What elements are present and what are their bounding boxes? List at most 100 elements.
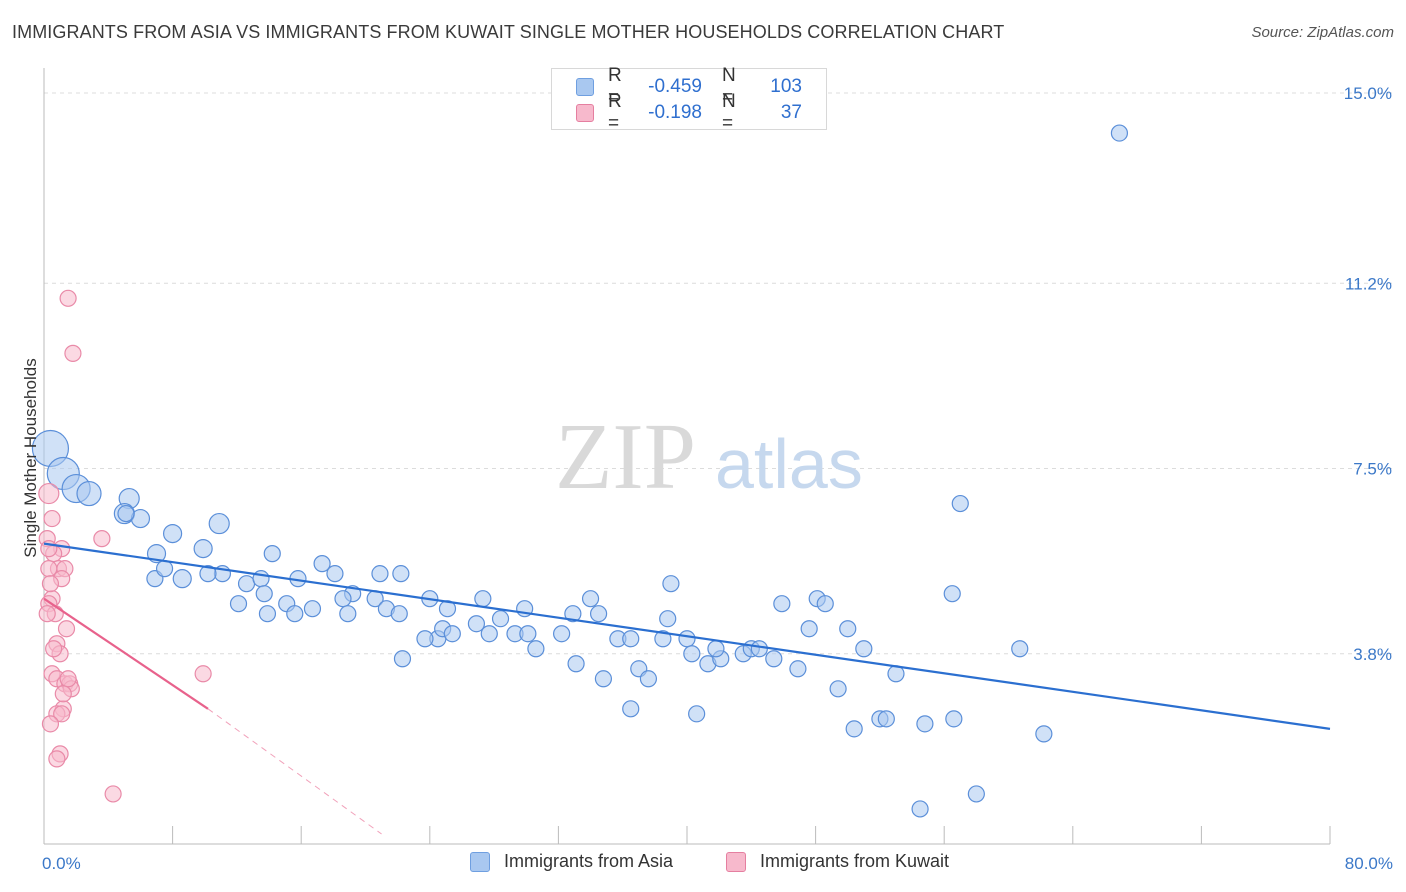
- asia-point: [662, 575, 680, 593]
- asia-point: [237, 575, 256, 593]
- legend-item-kuwait[interactable]: Immigrants from Kuwait: [726, 851, 949, 872]
- kuwait-point: [45, 640, 63, 658]
- y-tick-label: 11.2%: [1345, 274, 1392, 293]
- asia-point: [392, 565, 410, 583]
- asia-point: [773, 595, 791, 613]
- asia-point: [845, 720, 863, 738]
- legend-r-value: -0.459: [648, 76, 702, 97]
- asia-point: [967, 785, 985, 803]
- asia-point: [326, 565, 344, 583]
- asia-point: [659, 610, 677, 628]
- asia-point: [303, 600, 322, 618]
- asia-point: [877, 710, 895, 728]
- asia-point: [589, 605, 608, 623]
- asia-point: [193, 539, 213, 559]
- legend-r-label: R =: [608, 65, 622, 108]
- asia-point: [467, 615, 486, 633]
- asia-point: [839, 620, 857, 638]
- asia-point: [678, 630, 696, 648]
- kuwait-point: [53, 705, 71, 723]
- y-tick-label: 15.0%: [1344, 84, 1392, 103]
- kuwait-point: [104, 785, 122, 803]
- series-legend: Immigrants from Asia Immigrants from Kuw…: [0, 851, 1406, 877]
- asia-point: [1035, 725, 1053, 743]
- data-points: [31, 124, 1129, 818]
- asia-point: [951, 494, 969, 513]
- kuwait-point: [54, 685, 72, 703]
- kuwait-point: [40, 540, 58, 558]
- watermark-atlas: atlas: [715, 425, 863, 503]
- kuwait-point: [59, 289, 77, 307]
- asia-point: [564, 605, 582, 623]
- watermark: ZIP atlas: [555, 405, 863, 509]
- asia-point: [654, 630, 672, 648]
- asia-point: [155, 560, 174, 578]
- legend-item-asia[interactable]: Immigrants from Asia: [470, 851, 673, 872]
- asia-point: [567, 655, 585, 673]
- kuwait-point: [48, 750, 66, 768]
- kuwait-point: [43, 509, 61, 528]
- asia-point: [1110, 124, 1129, 142]
- gridlines: [44, 92, 1392, 655]
- asia-trend-line: [43, 542, 1331, 730]
- kuwait-point: [41, 575, 60, 593]
- asia-point: [581, 590, 600, 608]
- asia-point: [622, 630, 640, 648]
- asia-point: [286, 605, 304, 623]
- asia-point: [594, 670, 613, 688]
- asia-point: [390, 605, 408, 623]
- asia-point: [163, 523, 183, 544]
- asia-point: [519, 625, 537, 643]
- y-axis-label: Single Mother Households: [21, 358, 40, 557]
- correlation-legend: R = -0.459 N = 103 R = -0.198 N = 37: [551, 65, 827, 134]
- legend-label-kuwait: Immigrants from Kuwait: [760, 851, 950, 871]
- legend-swatch-asia: [470, 851, 490, 872]
- asia-point: [688, 705, 706, 723]
- asia-point: [416, 630, 434, 648]
- asia-point: [255, 585, 273, 603]
- asia-point: [800, 620, 818, 638]
- legend-n-value: 37: [780, 102, 802, 123]
- kuwait-point: [41, 715, 60, 733]
- asia-point: [229, 595, 248, 613]
- asia-point: [789, 660, 807, 678]
- asia-point: [916, 715, 934, 733]
- x-tick-label: 80.0%: [1345, 854, 1393, 873]
- legend-swatch-kuwait: [726, 851, 746, 872]
- asia-point: [474, 590, 492, 608]
- x-tick-labels: 0.0% 80.0%: [42, 854, 1393, 873]
- asia-point: [1011, 640, 1029, 658]
- kuwait-trend-line-extension: [207, 708, 382, 835]
- asia-point: [943, 585, 961, 603]
- legend-n-value: 103: [770, 76, 802, 97]
- asia-point: [393, 650, 412, 668]
- asia-point: [76, 480, 102, 507]
- asia-point: [750, 640, 768, 658]
- legend-n-label: N =: [722, 91, 736, 134]
- asia-point: [371, 565, 389, 583]
- asia-point: [765, 650, 783, 668]
- asia-point: [707, 640, 725, 658]
- asia-point: [639, 670, 658, 688]
- asia-point: [199, 565, 217, 583]
- legend-r-label: R =: [608, 91, 622, 134]
- chart-title: IMMIGRANTS FROM ASIA VS IMMIGRANTS FROM …: [12, 22, 1005, 42]
- asia-point: [553, 625, 571, 643]
- asia-point: [527, 640, 545, 658]
- x-tick-label: 0.0%: [42, 854, 81, 873]
- legend-row-kuwait: R = -0.198 N = 37: [576, 91, 802, 134]
- asia-point: [334, 590, 352, 608]
- trend-lines: [43, 542, 1331, 835]
- legend-r-value: -0.198: [648, 102, 702, 123]
- asia-point: [480, 625, 498, 643]
- kuwait-point: [194, 665, 212, 683]
- asia-point: [911, 800, 929, 818]
- asia-point: [313, 555, 331, 573]
- asia-point: [172, 569, 192, 589]
- asia-point: [491, 610, 510, 628]
- kuwait-point: [59, 670, 77, 688]
- y-tick-label: 3.8%: [1353, 645, 1392, 664]
- y-tick-label: 7.5%: [1353, 460, 1392, 479]
- kuwait-point: [38, 482, 60, 505]
- legend-row-asia: R = -0.459 N = 103: [576, 65, 802, 108]
